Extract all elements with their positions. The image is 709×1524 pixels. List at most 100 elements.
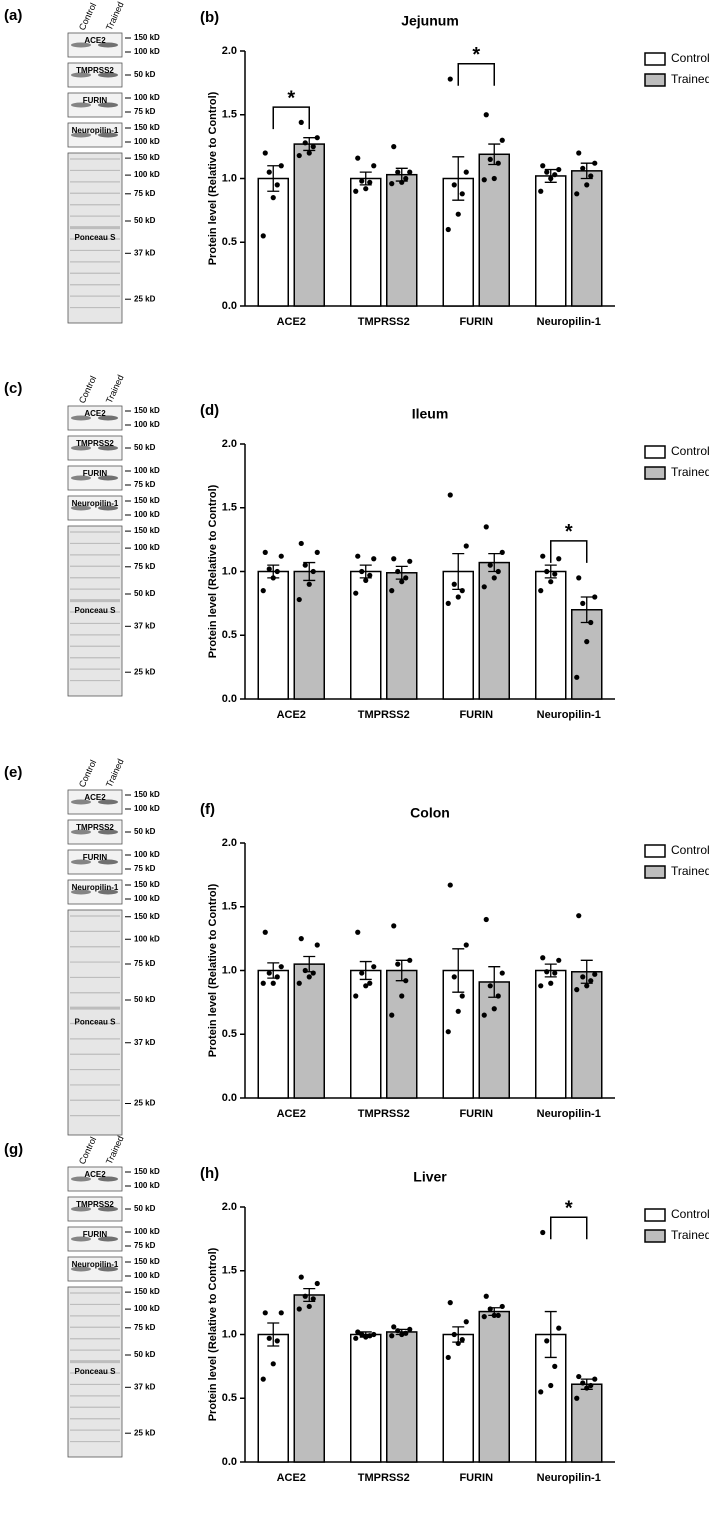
- x-tick-label: FURIN: [459, 709, 493, 721]
- data-point: [451, 974, 457, 980]
- data-point: [367, 179, 373, 185]
- data-point: [260, 233, 266, 239]
- data-point: [314, 135, 320, 141]
- bar: [257, 969, 289, 1099]
- blot-band: [98, 42, 118, 48]
- y-tick-label: 1.5: [222, 109, 237, 121]
- marker-label: 150 kD: [134, 123, 160, 132]
- blot-band: [98, 505, 118, 511]
- data-point: [538, 983, 544, 989]
- data-point: [584, 1385, 590, 1391]
- marker-label: 150 kD: [134, 496, 160, 505]
- x-tick-label: ACE2: [277, 1108, 306, 1120]
- bar: [350, 1333, 382, 1463]
- y-axis-label: Protein level (Relative to Control): [207, 883, 219, 1057]
- panel-label: (e): [4, 764, 22, 781]
- data-point: [296, 596, 302, 603]
- blot-band: [98, 102, 118, 108]
- y-tick-label: 1.0: [222, 964, 237, 976]
- bar: [535, 175, 567, 307]
- significance-bracket: [272, 106, 310, 130]
- legend-swatch: [644, 844, 666, 858]
- data-point: [574, 674, 580, 680]
- data-point: [262, 549, 268, 555]
- data-point: [270, 980, 276, 986]
- loading-label: Ponceau S: [75, 1367, 117, 1376]
- panel-label: (d): [200, 402, 219, 419]
- lane-label: Trained: [104, 757, 126, 789]
- protein-label: FURIN: [83, 853, 108, 862]
- chart-title: Jejunum: [401, 13, 459, 29]
- marker-label: 37 kD: [134, 248, 156, 257]
- data-point: [552, 571, 558, 577]
- blot-band: [98, 1206, 118, 1212]
- data-point: [445, 1029, 451, 1035]
- data-point: [584, 983, 590, 989]
- loading-label: Ponceau S: [75, 233, 117, 242]
- data-point: [389, 181, 395, 187]
- data-point: [580, 165, 586, 171]
- data-point: [483, 524, 489, 530]
- lane-label: Control: [77, 1135, 98, 1166]
- data-point: [389, 1012, 395, 1018]
- lane-label: Control: [77, 758, 98, 789]
- significance-label: *: [287, 87, 295, 109]
- data-point: [463, 942, 469, 948]
- marker-label: 100 kD: [134, 47, 160, 56]
- data-point: [314, 1280, 320, 1287]
- data-point: [576, 913, 582, 919]
- bar: [478, 1310, 510, 1463]
- bar: [478, 561, 510, 700]
- legend-label: Control: [671, 1207, 709, 1221]
- legend-label: Trained: [671, 864, 709, 878]
- data-point: [302, 967, 308, 974]
- data-point: [270, 195, 276, 201]
- y-tick-label: 1.5: [222, 1265, 237, 1277]
- protein-label: ACE2: [84, 793, 106, 802]
- blot-band: [71, 1176, 91, 1182]
- data-point: [584, 639, 590, 645]
- bar: [478, 981, 510, 1099]
- data-point: [302, 562, 308, 568]
- marker-label: 75 kD: [134, 189, 156, 198]
- data-point: [481, 584, 487, 590]
- data-point: [359, 1331, 365, 1338]
- data-point: [266, 566, 272, 572]
- marker-label: 100 kD: [134, 1181, 160, 1190]
- blot-band: [98, 72, 118, 78]
- marker-label: 150 kD: [134, 880, 160, 889]
- data-point: [540, 1229, 546, 1236]
- bar: [535, 1333, 567, 1463]
- legend-swatch: [644, 445, 666, 459]
- bar: [442, 177, 474, 307]
- marker-label: 50 kD: [134, 1350, 156, 1359]
- error-bar: [544, 564, 557, 579]
- marker-label: 37 kD: [134, 1382, 156, 1391]
- data-point: [499, 1303, 505, 1310]
- x-tick-label: FURIN: [459, 1472, 493, 1484]
- marker-label: 100 kD: [134, 1227, 160, 1236]
- blot-band: [71, 1236, 91, 1242]
- marker-label: 75 kD: [134, 959, 156, 968]
- bar: [571, 971, 603, 1099]
- data-point: [540, 553, 546, 559]
- marker-label: 75 kD: [134, 480, 156, 489]
- data-point: [266, 1335, 272, 1341]
- data-point: [556, 556, 562, 562]
- data-point: [463, 1319, 469, 1325]
- data-point: [540, 955, 546, 961]
- data-point: [395, 169, 401, 175]
- bar: [442, 570, 474, 700]
- blot-band: [71, 102, 91, 108]
- lane-label: Trained: [104, 0, 126, 32]
- bar: [350, 177, 382, 307]
- legend-swatch: [644, 73, 666, 87]
- marker-label: 150 kD: [134, 406, 160, 415]
- data-point: [260, 1376, 266, 1382]
- bar: [257, 1333, 289, 1463]
- legend-label: Control: [671, 843, 709, 857]
- data-point: [592, 160, 598, 166]
- data-point: [395, 1328, 401, 1334]
- x-tick-label: ACE2: [277, 709, 306, 721]
- data-point: [403, 575, 409, 581]
